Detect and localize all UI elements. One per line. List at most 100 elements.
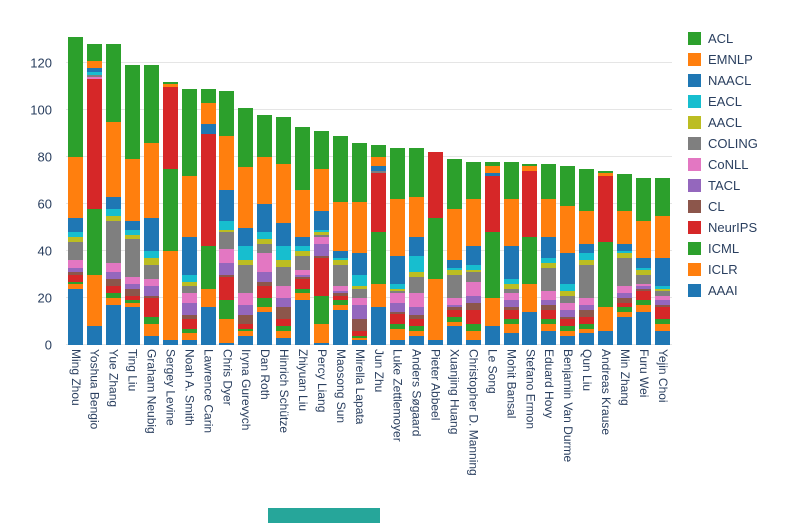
bar-segment-icml[interactable] — [522, 236, 538, 284]
bar-segment-eacl[interactable] — [503, 279, 519, 284]
bar-segment-neurips[interactable] — [67, 274, 83, 282]
bar-segment-tacl[interactable] — [579, 305, 595, 310]
bar-segment-cl[interactable] — [67, 272, 83, 275]
bar-segment-acl[interactable] — [617, 173, 633, 212]
bar-segment-aacl[interactable] — [295, 251, 311, 256]
bar-segment-iclr[interactable] — [427, 279, 443, 341]
bar-segment-naacl[interactable] — [370, 166, 386, 172]
bar-segment-iclr[interactable] — [124, 302, 140, 308]
bar-segment-cl[interactable] — [655, 305, 671, 308]
bar-segment-cl[interactable] — [446, 307, 462, 310]
bar-segment-tacl[interactable] — [276, 298, 292, 308]
bar-segment-iclr[interactable] — [522, 283, 538, 313]
bar-segment-aaai[interactable] — [579, 333, 595, 345]
bar-segment-aaai[interactable] — [560, 335, 576, 345]
bar-segment-aaai[interactable] — [200, 307, 216, 345]
bar-segment-acl[interactable] — [105, 44, 121, 122]
bar-segment-conll[interactable] — [541, 291, 557, 301]
bar-segment-tacl[interactable] — [105, 272, 121, 280]
bar-segment-aaai[interactable] — [522, 312, 538, 345]
bar-segment-conll[interactable] — [446, 298, 462, 306]
bar-segment-aaai[interactable] — [465, 340, 481, 345]
bar-segment-conll[interactable] — [655, 295, 671, 301]
bar-segment-neurips[interactable] — [579, 316, 595, 324]
bar-segment-aacl[interactable] — [446, 269, 462, 275]
bar-segment-acl[interactable] — [276, 117, 292, 165]
bar-segment-neurips[interactable] — [276, 319, 292, 327]
bar-segment-icml[interactable] — [333, 300, 349, 306]
bar-segment-conll[interactable] — [389, 293, 405, 303]
bar-segment-emnlp[interactable] — [181, 175, 197, 237]
bar-segment-aaai[interactable] — [427, 340, 443, 345]
bar-segment-iclr[interactable] — [238, 330, 254, 336]
bar-segment-tacl[interactable] — [636, 286, 652, 289]
bar-segment-cl[interactable] — [238, 314, 254, 324]
bar-segment-aacl[interactable] — [276, 260, 292, 268]
bar-segment-coling[interactable] — [465, 272, 481, 282]
bar-segment-naacl[interactable] — [143, 218, 159, 252]
bar-segment-neurips[interactable] — [162, 86, 178, 169]
bar-segment-tacl[interactable] — [295, 274, 311, 277]
bar-segment-emnlp[interactable] — [465, 199, 481, 247]
bar-segment-coling[interactable] — [276, 267, 292, 287]
bar-segment-naacl[interactable] — [67, 218, 83, 233]
legend-item-cl[interactable]: CL — [688, 199, 758, 214]
bar-segment-aaai[interactable] — [541, 330, 557, 345]
legend-item-acl[interactable]: ACL — [688, 31, 758, 46]
bar-segment-iclr[interactable] — [276, 330, 292, 338]
bar-segment-eacl[interactable] — [636, 267, 652, 270]
bar-segment-acl[interactable] — [655, 178, 671, 216]
bar-segment-coling[interactable] — [314, 234, 330, 237]
bar-segment-aacl[interactable] — [655, 288, 671, 292]
bar-segment-acl[interactable] — [238, 107, 254, 167]
bar-segment-acl[interactable] — [579, 168, 595, 212]
bar-segment-coling[interactable] — [143, 265, 159, 280]
bar-segment-emnlp[interactable] — [408, 197, 424, 237]
bar-segment-neurips[interactable] — [636, 290, 652, 301]
bar-segment-cl[interactable] — [333, 293, 349, 296]
bar-segment-cl[interactable] — [465, 302, 481, 310]
bar-segment-naacl[interactable] — [200, 124, 216, 134]
bar-segment-neurips[interactable] — [389, 314, 405, 324]
bar-segment-iclr[interactable] — [200, 288, 216, 308]
bar-segment-conll[interactable] — [257, 253, 273, 273]
bar-segment-neurips[interactable] — [352, 330, 368, 336]
bar-segment-eacl[interactable] — [238, 246, 254, 261]
bar-segment-emnlp[interactable] — [598, 173, 614, 176]
bar-segment-emnlp[interactable] — [370, 157, 386, 167]
bar-segment-aaai[interactable] — [67, 288, 83, 345]
bar-segment-conll[interactable] — [503, 293, 519, 301]
bar-segment-tacl[interactable] — [257, 272, 273, 282]
bar-segment-eacl[interactable] — [389, 283, 405, 289]
bar-segment-aacl[interactable] — [579, 260, 595, 266]
bar-segment-neurips[interactable] — [598, 175, 614, 242]
bar-segment-eacl[interactable] — [257, 232, 273, 240]
bar-segment-aacl[interactable] — [105, 215, 121, 221]
bar-segment-conll[interactable] — [560, 302, 576, 310]
bar-segment-cl[interactable] — [579, 309, 595, 317]
bar-segment-naacl[interactable] — [124, 220, 140, 230]
bar-segment-iclr[interactable] — [67, 283, 83, 289]
bar-segment-aacl[interactable] — [560, 291, 576, 296]
bar-segment-emnlp[interactable] — [238, 166, 254, 228]
bar-segment-eacl[interactable] — [124, 229, 140, 235]
bar-segment-aaai[interactable] — [617, 316, 633, 345]
bar-segment-neurips[interactable] — [655, 307, 671, 320]
bar-segment-tacl[interactable] — [124, 283, 140, 289]
bar-segment-iclr[interactable] — [389, 328, 405, 341]
bar-segment-naacl[interactable] — [105, 197, 121, 209]
legend-item-eacl[interactable]: EACL — [688, 94, 758, 109]
bar-segment-icml[interactable] — [598, 241, 614, 308]
bar-segment-aacl[interactable] — [67, 236, 83, 242]
bar-segment-iclr[interactable] — [408, 330, 424, 336]
bar-segment-icml[interactable] — [427, 218, 443, 280]
bar-segment-cl[interactable] — [276, 307, 292, 320]
bar-segment-tacl[interactable] — [465, 295, 481, 303]
bar-segment-neurips[interactable] — [86, 79, 102, 209]
bar-segment-cl[interactable] — [257, 281, 273, 287]
bar-segment-neurips[interactable] — [314, 258, 330, 296]
bar-segment-icml[interactable] — [389, 323, 405, 329]
bar-segment-iclr[interactable] — [465, 330, 481, 341]
bar-segment-iclr[interactable] — [560, 330, 576, 336]
bar-segment-iclr[interactable] — [579, 328, 595, 334]
